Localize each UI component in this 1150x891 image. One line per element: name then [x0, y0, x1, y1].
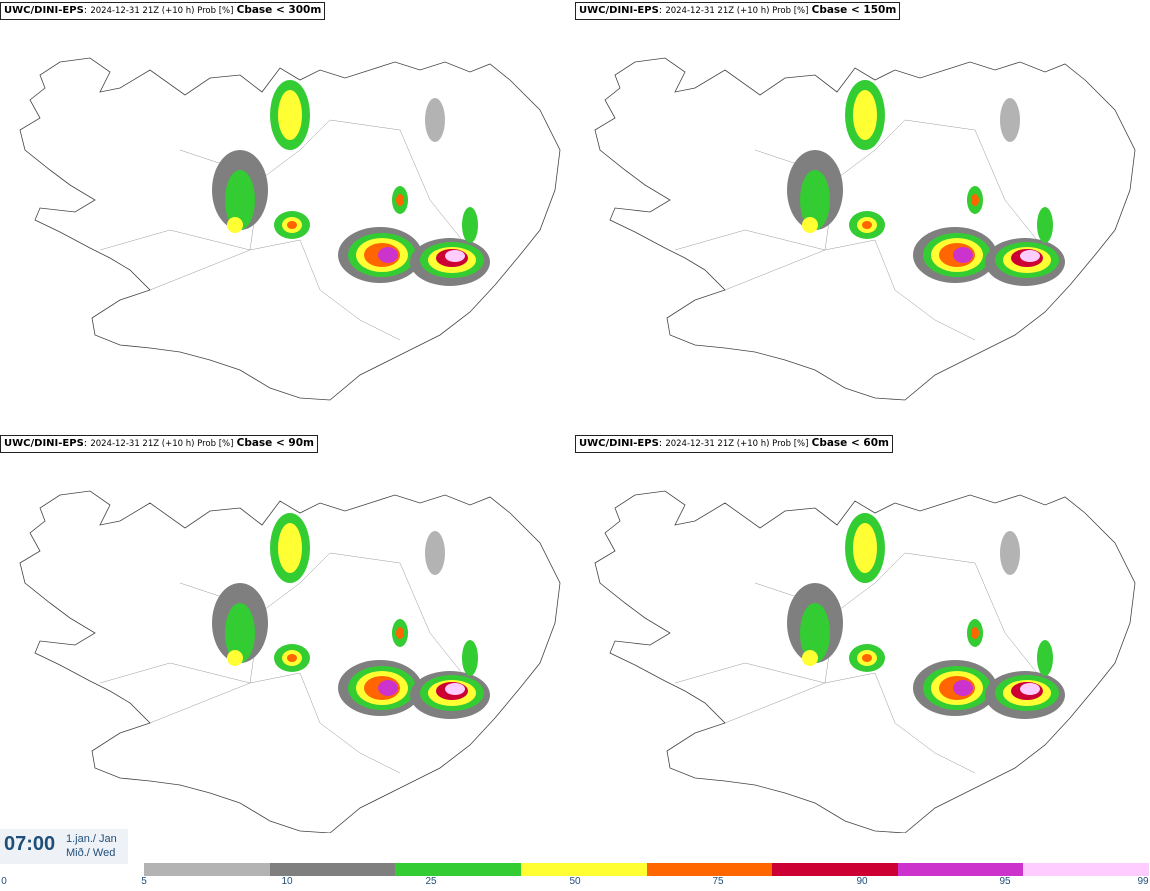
colorbar-segment	[772, 863, 898, 876]
panel-title: UWC/DINI-EPS: 2024-12-31 21Z (+10 h) Pro…	[575, 435, 893, 453]
valid-time-box: 07:00 1.jan./ Jan Mið./ Wed	[0, 829, 128, 864]
map-panel-90m: UWC/DINI-EPS: 2024-12-31 21Z (+10 h) Pro…	[0, 433, 575, 863]
valid-date: 1.jan./ Jan Mið./ Wed	[66, 832, 117, 860]
valid-time: 07:00	[4, 833, 56, 855]
panel-title: UWC/DINI-EPS: 2024-12-31 21Z (+10 h) Pro…	[0, 2, 326, 20]
probability-colorbar	[144, 863, 1149, 876]
map-panel-150m: UWC/DINI-EPS: 2024-12-31 21Z (+10 h) Pro…	[575, 0, 1150, 430]
colorbar-tick-label: 99	[1137, 876, 1149, 887]
colorbar-tick-label: 0	[1, 876, 7, 887]
colorbar-segment	[1023, 863, 1149, 876]
colorbar-ticks: 0 5 10 25 50 75 90 95 99	[0, 876, 1150, 891]
panel-title: UWC/DINI-EPS: 2024-12-31 21Z (+10 h) Pro…	[0, 435, 318, 453]
colorbar-segment	[520, 863, 647, 876]
colorbar-tick-label: 25	[425, 876, 437, 887]
colorbar-segment	[395, 863, 521, 876]
colorbar-tick-label: 5	[141, 876, 147, 887]
colorbar-segment	[269, 863, 396, 876]
map-panel-60m: UWC/DINI-EPS: 2024-12-31 21Z (+10 h) Pro…	[575, 433, 1150, 863]
colorbar-tick-label: 95	[999, 876, 1011, 887]
iceland-map	[594, 57, 1136, 401]
iceland-map	[594, 490, 1136, 833]
iceland-map	[19, 490, 561, 833]
panel-title: UWC/DINI-EPS: 2024-12-31 21Z (+10 h) Pro…	[575, 2, 901, 20]
iceland-map	[19, 57, 561, 401]
colorbar-segment	[646, 863, 773, 876]
colorbar-tick-label: 75	[712, 876, 724, 887]
colorbar-segment	[897, 863, 1024, 876]
date-line-2: Mið./ Wed	[66, 847, 116, 859]
date-line-1: 1.jan./ Jan	[66, 833, 117, 845]
colorbar-segment	[144, 863, 270, 876]
map-panel-300m: UWC/DINI-EPS: 2024-12-31 21Z (+10 h) Pro…	[0, 0, 575, 430]
colorbar-tick-label: 10	[281, 876, 293, 887]
colorbar-tick-label: 50	[569, 876, 581, 887]
colorbar-tick-label: 90	[856, 876, 868, 887]
